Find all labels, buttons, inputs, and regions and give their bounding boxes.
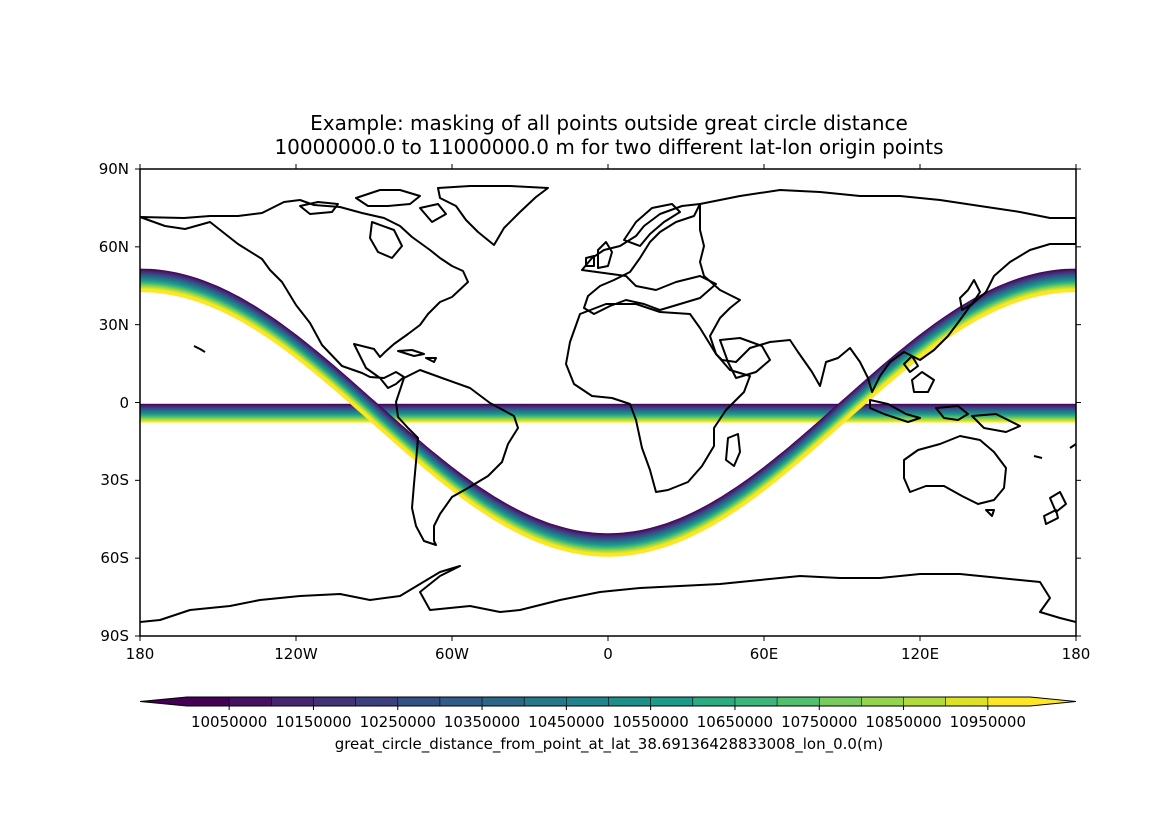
lon-tick-label: 60E bbox=[749, 645, 779, 663]
sinusoidal-band-contour bbox=[140, 269, 1076, 537]
colorbar-segment bbox=[397, 697, 441, 706]
colorbar-tick-label: 10250000 bbox=[359, 713, 436, 731]
colorbar-tick-label: 10650000 bbox=[696, 713, 774, 731]
colorbar-segment bbox=[439, 697, 483, 706]
colorbar-segment bbox=[650, 697, 694, 706]
sinusoidal-band-contour bbox=[140, 288, 1076, 557]
colorbar-label: great_circle_distance_from_point_at_lat_… bbox=[334, 735, 884, 753]
colorbar-segment bbox=[187, 697, 230, 706]
colorbar-extend-high bbox=[1030, 697, 1076, 706]
lat-tick-label: 0 bbox=[119, 393, 129, 412]
colorbar bbox=[139, 696, 1077, 710]
colorbar-segment bbox=[987, 697, 1031, 706]
lon-tick-label: 120W bbox=[274, 645, 318, 663]
colorbar-tick-label: 10950000 bbox=[949, 713, 1027, 731]
coastlines bbox=[140, 185, 1076, 623]
lon-tick-label: 120E bbox=[900, 645, 940, 663]
colorbar-segment bbox=[313, 697, 357, 706]
lat-tick-label: 90S bbox=[100, 627, 129, 645]
lon-tick-label: 180 bbox=[125, 645, 155, 663]
colorbar-tick-label: 10150000 bbox=[275, 713, 352, 731]
colorbar-segment bbox=[271, 697, 314, 706]
chart-title-line-2: 10000000.0 to 11000000.0 m for two diffe… bbox=[274, 135, 944, 159]
colorbar-segment bbox=[608, 697, 652, 706]
colorbar-tick-label: 10850000 bbox=[865, 713, 942, 731]
lat-tick-label: 30N bbox=[98, 315, 129, 334]
colorbar-tick-label: 10750000 bbox=[781, 713, 858, 731]
colorbar-segment bbox=[734, 697, 778, 706]
colorbar-segment bbox=[229, 697, 272, 706]
sinusoidal-band-contour bbox=[140, 269, 1076, 538]
sinusoidal-band-contour bbox=[140, 268, 1076, 537]
colorbar-segment bbox=[861, 697, 905, 706]
colorbar-segment bbox=[945, 697, 989, 706]
colorbar-segment bbox=[777, 697, 820, 706]
lon-tick-label: 60W bbox=[435, 645, 469, 663]
colorbar-tick-label: 10350000 bbox=[443, 713, 521, 731]
colorbar-segment bbox=[692, 697, 736, 706]
axis-ticks bbox=[135, 164, 1081, 641]
distance-bands bbox=[140, 268, 1076, 557]
colorbar-segment bbox=[355, 697, 399, 706]
lat-tick-label: 30S bbox=[100, 471, 129, 490]
chart-title-line-1: Example: masking of all points outside g… bbox=[310, 111, 908, 135]
map-frame bbox=[139, 168, 1077, 637]
lat-tick-label: 60S bbox=[100, 549, 129, 568]
colorbar-segment bbox=[566, 697, 609, 706]
colorbar-segment bbox=[819, 697, 862, 706]
colorbar-segment bbox=[524, 697, 567, 706]
lon-tick-label: 0 bbox=[603, 645, 613, 663]
colorbar-extend-low bbox=[140, 697, 187, 706]
colorbar-tick-label: 10050000 bbox=[190, 713, 268, 731]
equatorial-band-strip bbox=[140, 421, 1076, 423]
lat-tick-label: 90N bbox=[98, 160, 129, 178]
lat-tick-label: 60N bbox=[98, 237, 129, 256]
colorbar-tick-label: 10450000 bbox=[528, 713, 605, 731]
colorbar-segment bbox=[903, 697, 947, 706]
colorbar-tick-label: 10550000 bbox=[612, 713, 689, 731]
colorbar-segment bbox=[482, 697, 525, 706]
lon-tick-label: 180 bbox=[1061, 645, 1091, 663]
